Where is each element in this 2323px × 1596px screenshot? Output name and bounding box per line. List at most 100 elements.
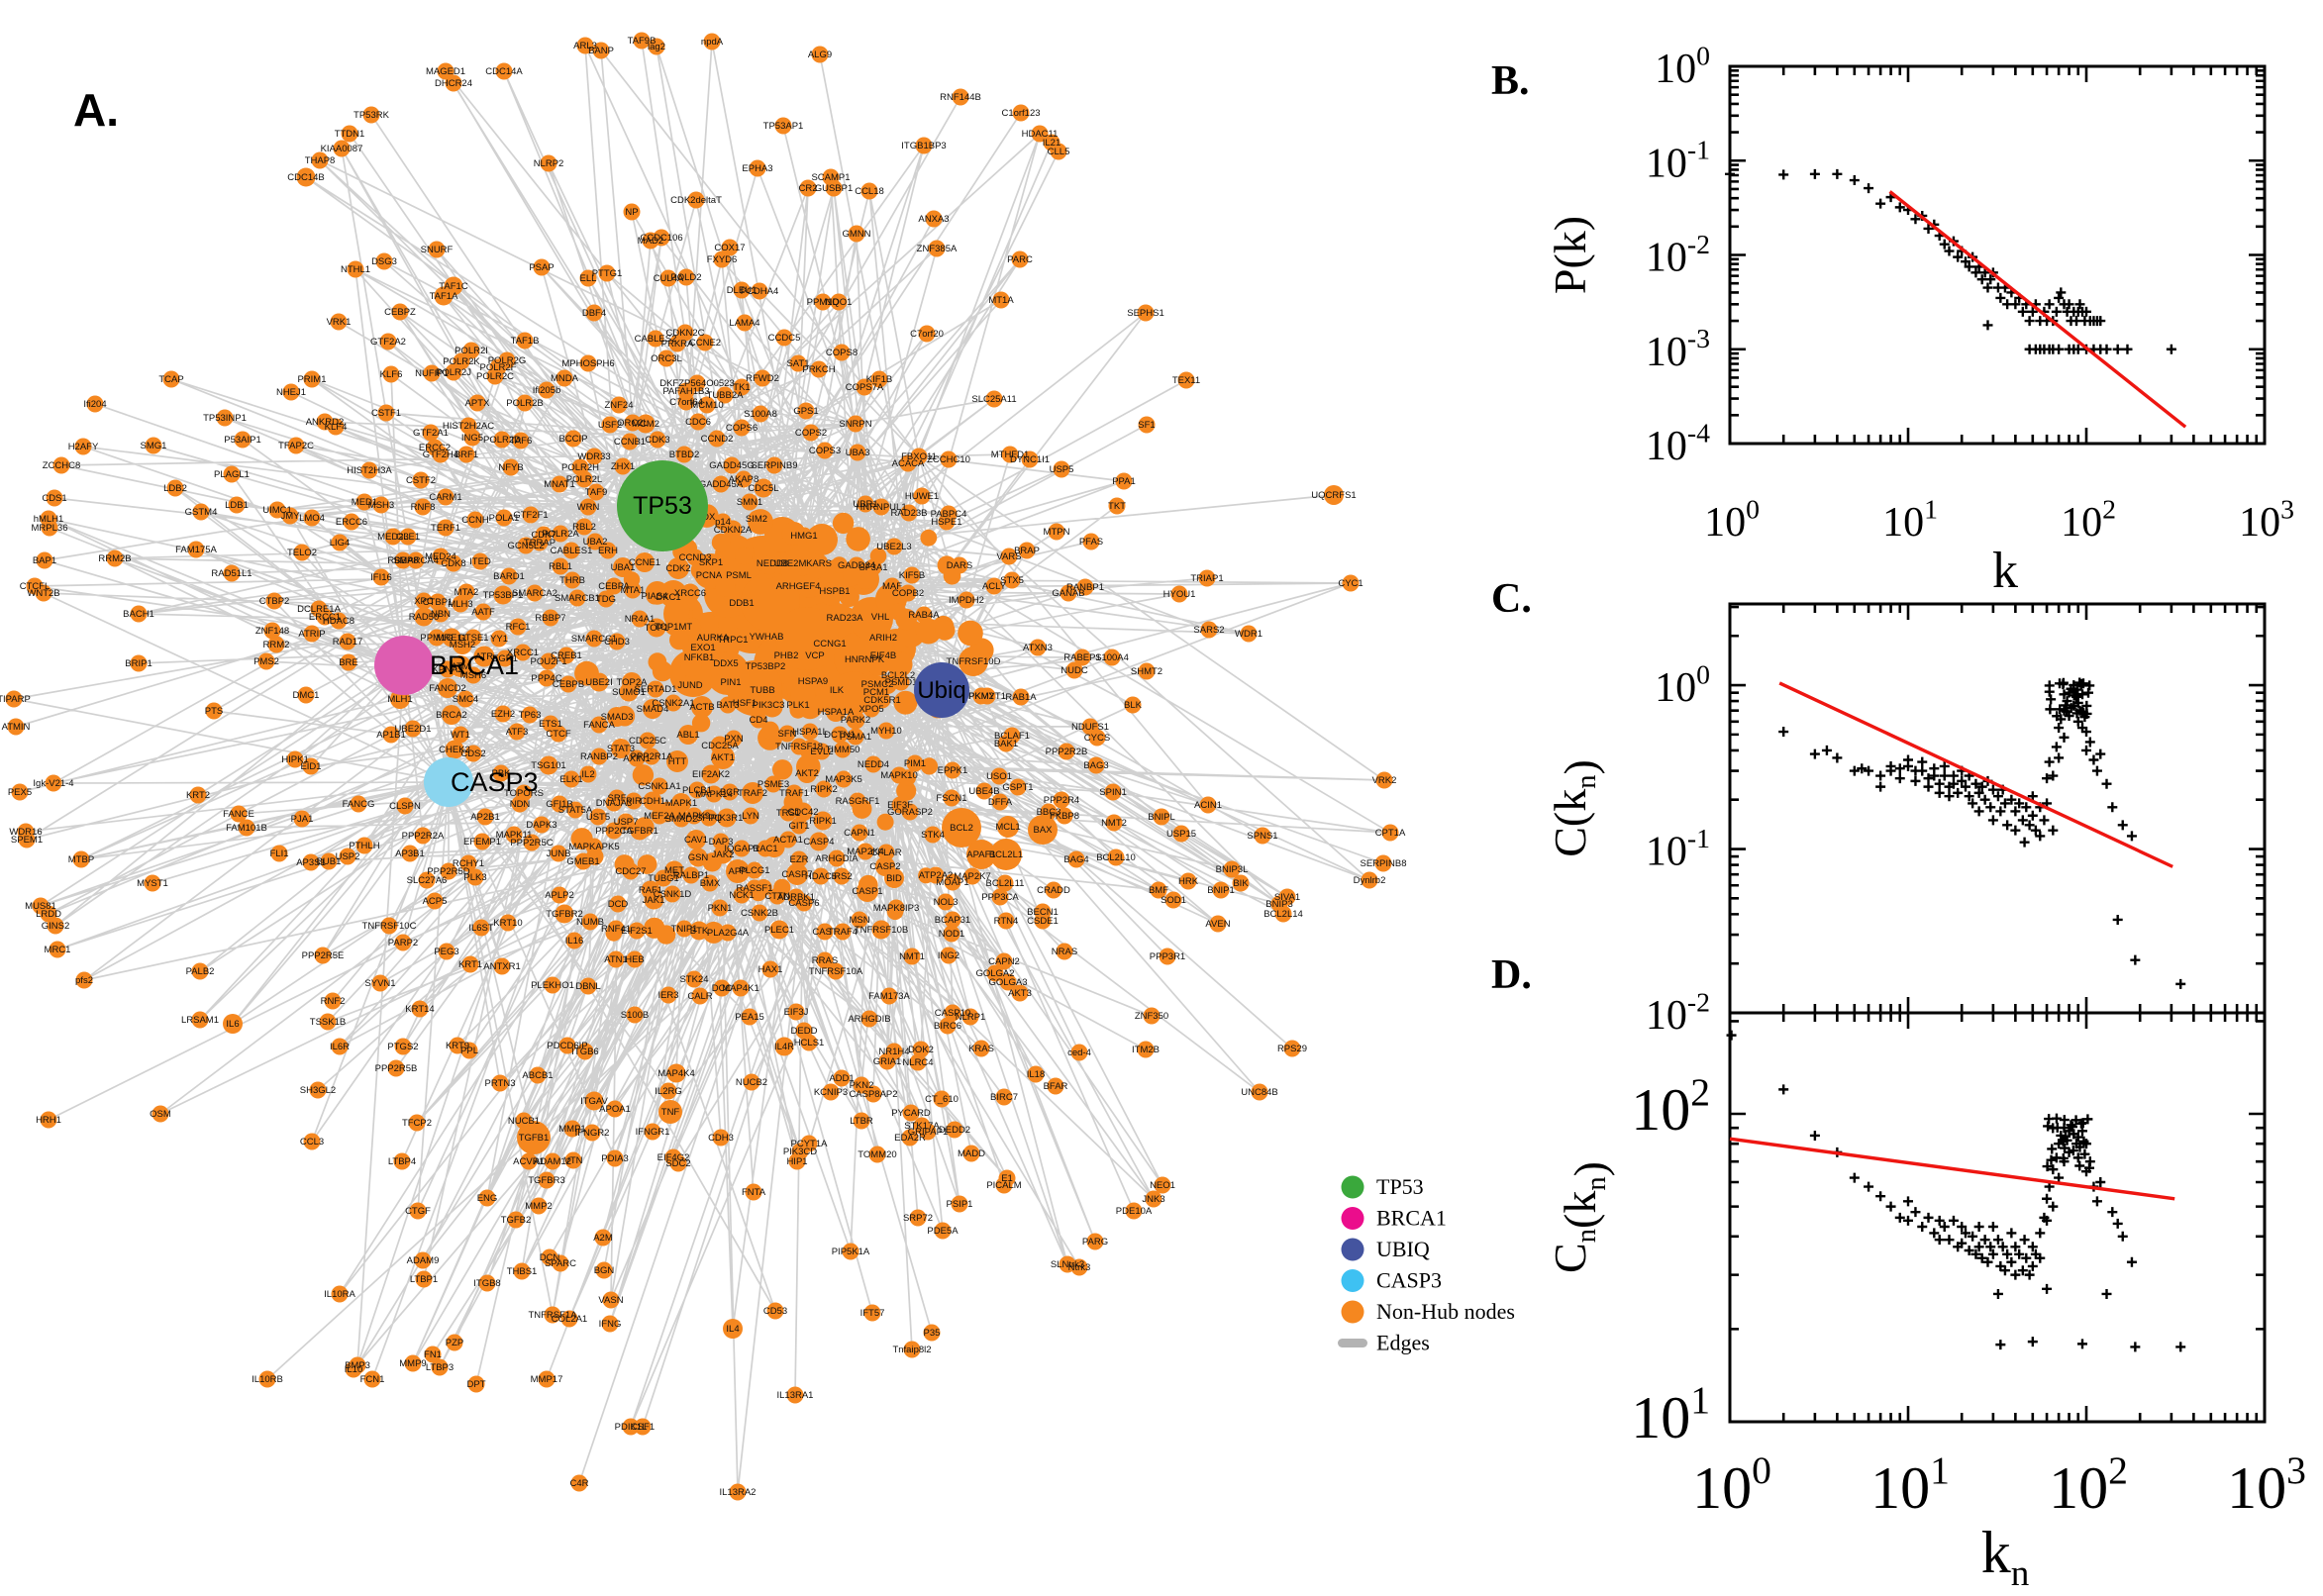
network-node-label: NR4A1 bbox=[625, 614, 656, 625]
network-node bbox=[876, 813, 894, 831]
network-node-label: BCL2L2 bbox=[881, 670, 915, 681]
network-node-label: GCN5L2 bbox=[508, 541, 545, 551]
network-node bbox=[426, 892, 444, 910]
network-node-label: PSMD1 bbox=[885, 677, 918, 688]
network-node-label: RAB1A bbox=[1005, 692, 1037, 703]
network-node bbox=[773, 878, 791, 896]
network-node-label: CCND3 bbox=[679, 552, 712, 563]
network-node-label: PCYT1A bbox=[791, 1139, 829, 1149]
network-node bbox=[940, 450, 958, 468]
network-node-label: ERCC2 bbox=[419, 443, 451, 453]
network-node-label: Tnfaip8l2 bbox=[892, 1345, 931, 1355]
network-node-label: VHL bbox=[871, 612, 889, 623]
network-node bbox=[191, 962, 209, 980]
network-node-label: CTCF bbox=[546, 729, 571, 740]
network-node-label: DKFZP564O0523 bbox=[659, 378, 735, 389]
network-node bbox=[810, 360, 828, 378]
network-node-label: COPB2 bbox=[892, 588, 924, 599]
legend-label-edges: Edges bbox=[1376, 1331, 1430, 1355]
network-node-label: UBR1 bbox=[853, 499, 877, 510]
network-node-label: ZHX1 bbox=[611, 461, 635, 472]
network-node-label: NUFIP1 bbox=[415, 368, 449, 379]
network-node bbox=[544, 1152, 561, 1170]
network-node-label: RTN4 bbox=[994, 916, 1019, 927]
network-node bbox=[716, 386, 734, 404]
network-node-label: LMO4 bbox=[299, 513, 325, 524]
network-node bbox=[287, 437, 305, 454]
network-node-label: A2M bbox=[593, 1233, 613, 1244]
network-node bbox=[234, 431, 252, 449]
chart-C-ytick-label: 10-1 bbox=[1646, 823, 1710, 875]
network-node-label: VRK2 bbox=[1372, 775, 1397, 786]
network-node-label: TGFBR2 bbox=[546, 909, 582, 920]
network-node bbox=[877, 722, 895, 740]
network-node bbox=[691, 696, 713, 718]
network-node-label: SMC4 bbox=[453, 694, 478, 705]
network-node bbox=[903, 948, 921, 965]
network-node bbox=[574, 660, 599, 686]
network-node-label: PPP2R1A bbox=[631, 751, 673, 762]
network-node bbox=[701, 874, 719, 892]
network-node-label: CUL4A bbox=[654, 273, 684, 284]
network-node bbox=[609, 895, 627, 913]
network-node bbox=[473, 833, 491, 850]
network-node-label: DSG3 bbox=[371, 256, 397, 267]
network-node-label: RASSF1 bbox=[737, 883, 773, 894]
network-node-label: AP3S1 bbox=[296, 857, 326, 868]
network-node bbox=[343, 513, 360, 531]
network-node bbox=[570, 828, 593, 850]
network-node-label: PPP2R2A bbox=[402, 831, 445, 842]
network-node-label: ELK1 bbox=[559, 774, 582, 785]
network-node bbox=[944, 1004, 961, 1022]
network-node bbox=[774, 117, 792, 135]
network-node bbox=[495, 62, 513, 80]
network-node-label: TAF1A bbox=[430, 291, 459, 302]
network-node bbox=[1087, 756, 1105, 774]
network-node-label: ACTB bbox=[689, 702, 714, 713]
network-node bbox=[1009, 778, 1027, 796]
network-node-label: NMT1 bbox=[899, 951, 925, 962]
network-node bbox=[466, 511, 484, 529]
network-node-label: STK24 bbox=[679, 974, 708, 985]
network-node bbox=[320, 852, 338, 870]
network-node-label: DLEU1 bbox=[727, 285, 758, 296]
network-node bbox=[431, 1358, 449, 1376]
network-node-label: PTTG1 bbox=[592, 268, 623, 279]
network-node-label: MED24 bbox=[425, 551, 456, 562]
network-node-label: IFNG bbox=[599, 1319, 622, 1330]
network-node bbox=[1029, 639, 1047, 656]
network-node bbox=[331, 534, 349, 551]
network-node bbox=[594, 1229, 612, 1247]
network-node-label: EIF4G2 bbox=[657, 1152, 690, 1163]
network-node-label: IER3 bbox=[657, 990, 678, 1001]
network-node-label: Ifi205b bbox=[533, 385, 561, 396]
network-node bbox=[819, 582, 843, 606]
network-node-label: CTBP2 bbox=[259, 596, 290, 607]
network-node-label: ACTA1 bbox=[773, 835, 803, 846]
network-legend: TP53 BRCA1 UBIQ CASP3 Non-Hub nodes Edge… bbox=[1338, 1174, 1515, 1355]
network-node bbox=[765, 456, 783, 474]
network-node bbox=[314, 947, 332, 964]
network-node-label: LRSAM1 bbox=[181, 1015, 219, 1026]
network-node-label: PSIP1 bbox=[947, 1199, 973, 1210]
network-node bbox=[626, 950, 644, 968]
network-node bbox=[568, 589, 586, 607]
network-node-label: GMNN bbox=[842, 229, 870, 240]
network-node-label: RBL1 bbox=[549, 561, 572, 572]
network-node-label: TRAF2 bbox=[738, 788, 767, 799]
network-node-label: EIF3J bbox=[784, 1007, 809, 1018]
network-node bbox=[644, 917, 665, 939]
network-node-label: SOD1 bbox=[1161, 895, 1186, 906]
network-node bbox=[1137, 304, 1155, 322]
network-node-label: TNF bbox=[661, 1107, 680, 1118]
network-node bbox=[590, 748, 608, 765]
network-node bbox=[324, 992, 342, 1010]
network-node bbox=[925, 210, 943, 228]
network-node-label: PPP2R4 bbox=[1044, 795, 1079, 806]
network-node-label: POLR2J bbox=[436, 367, 471, 378]
chart-D-xtick-label: 103 bbox=[2227, 1448, 2306, 1521]
network-node-label: PXN bbox=[724, 734, 744, 745]
network-node bbox=[45, 774, 62, 792]
network-node-label: BNIP3 bbox=[1265, 899, 1292, 910]
network-node bbox=[462, 342, 480, 359]
